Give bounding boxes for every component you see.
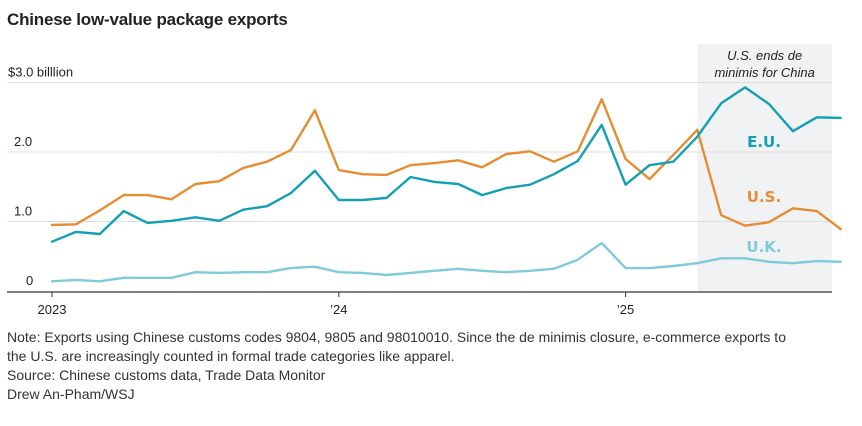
annotation-shade — [697, 44, 832, 291]
line-chart: U.S. ends de minimis for China 0 1.0 2.0 $3.0… — [7, 44, 842, 317]
y-tick-label: $3.0 billlion — [8, 65, 73, 80]
y-tick-label: 1.0 — [14, 204, 32, 219]
series-label-us: U.S. — [747, 188, 781, 206]
series-label-uk: U.K. — [746, 238, 781, 256]
series-label-eu: E.U. — [747, 133, 781, 151]
chart-title: Chinese low-value package exports — [7, 10, 288, 29]
y-tick-label: 2.0 — [14, 134, 32, 149]
x-tick-label: ’25 — [617, 302, 634, 317]
chart-notes: Note: Exports using Chinese customs code… — [7, 328, 857, 404]
annotation-text-line2: minimis for China — [714, 65, 814, 80]
y-tick-label: 0 — [26, 273, 33, 288]
series-line-uk — [50, 241, 842, 283]
note-text-line1: Note: Exports using Chinese customs code… — [7, 329, 786, 345]
source-text: Source: Chinese customs data, Trade Data… — [7, 367, 326, 383]
note-text-line2: the U.S. are increasingly counted in for… — [7, 348, 455, 364]
series-line-eu — [50, 86, 842, 243]
series-line-us — [50, 97, 842, 231]
annotation-text-line1: U.S. ends de — [727, 48, 802, 63]
credit-text: Drew An-Pham/WSJ — [7, 386, 135, 402]
x-tick-label: 2023 — [38, 302, 67, 317]
x-tick-label: ’24 — [330, 302, 347, 317]
